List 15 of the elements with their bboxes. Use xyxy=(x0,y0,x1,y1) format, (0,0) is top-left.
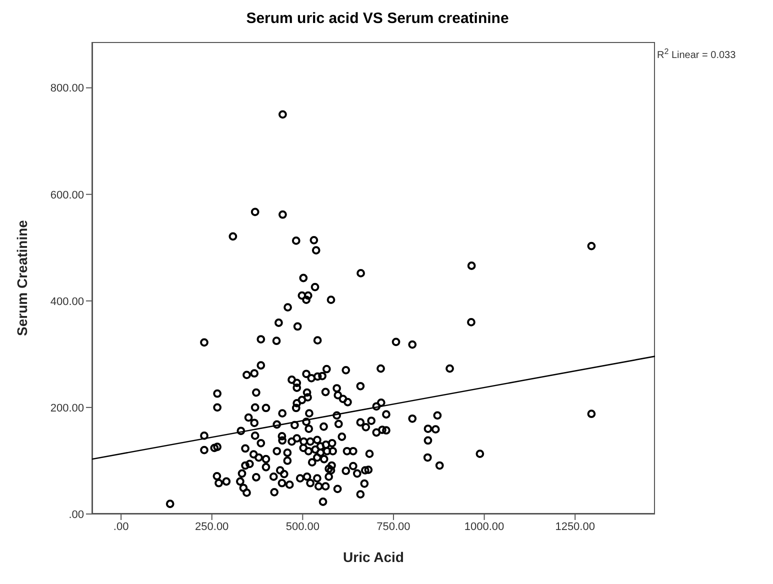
x-tick-label: 1000.00 xyxy=(464,520,504,533)
x-tick-label: .00 xyxy=(113,520,129,533)
y-tick-label: 200.00 xyxy=(50,402,84,414)
y-tick-label: 600.00 xyxy=(50,189,84,202)
x-tick-label: 750.00 xyxy=(376,520,410,533)
x-tick-label: 250.00 xyxy=(195,520,229,533)
y-axis-title: Serum Creatinine xyxy=(14,220,30,336)
y-tick-label: .00 xyxy=(68,508,84,521)
x-tick-label: 500.00 xyxy=(286,520,320,533)
text: R$^{2}$ Linear = 0.033 xyxy=(657,46,736,61)
x-tick-label: 1250.00 xyxy=(555,520,595,533)
y-tick-label: 800.00 xyxy=(50,82,84,95)
chart-title: Serum uric acid VS Serum creatinine xyxy=(245,10,510,27)
x-axis-title: Uric Acid xyxy=(343,549,404,565)
y-tick-label: 400.00 xyxy=(50,296,84,308)
